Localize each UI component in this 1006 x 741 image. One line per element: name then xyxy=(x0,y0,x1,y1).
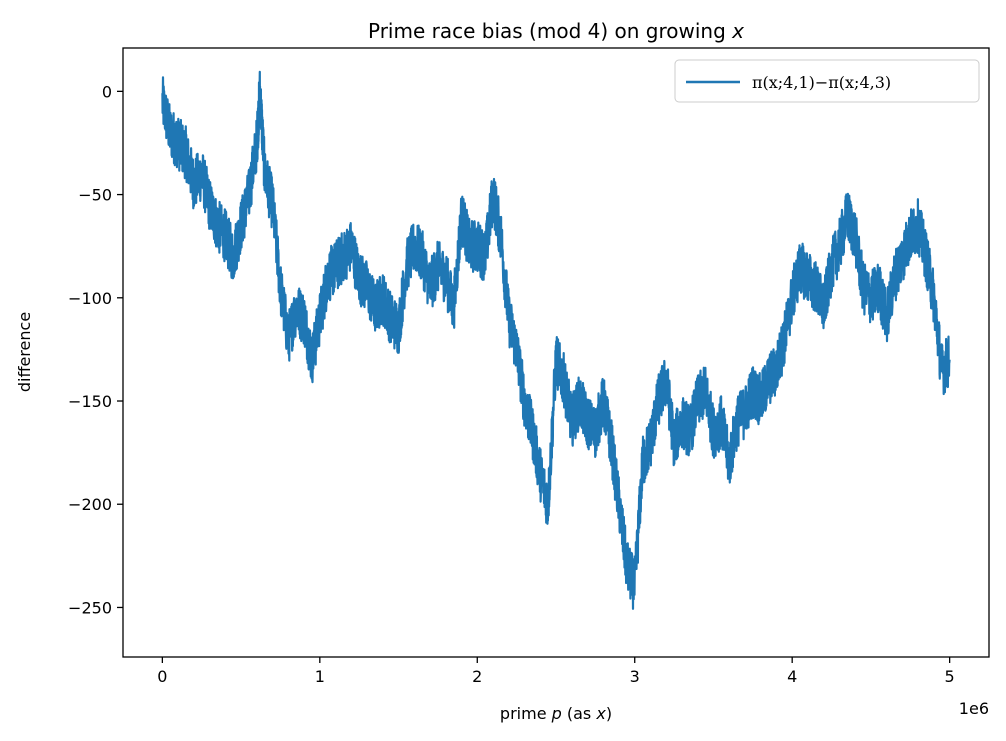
y-tick-label: −50 xyxy=(78,186,112,205)
y-tick-label: −250 xyxy=(68,598,112,617)
x-tick-label: 1 xyxy=(315,667,325,686)
y-axis-title: difference xyxy=(15,312,34,392)
chart-title: Prime race bias (mod 4) on growing x xyxy=(368,19,744,43)
x-axis-title: prime p (as x) xyxy=(500,704,612,723)
y-tick-label: 0 xyxy=(102,82,112,101)
x-tick-label: 0 xyxy=(157,667,167,686)
x-tick-label: 4 xyxy=(787,667,797,686)
legend-box xyxy=(674,59,980,103)
x-offset-label: 1e6 xyxy=(959,699,989,718)
series-line xyxy=(161,70,951,610)
legend: π(x;4,1)−π(x;4,3) xyxy=(674,59,980,103)
legend-label: π(x;4,1)−π(x;4,3) xyxy=(752,73,891,92)
x-tick-label: 5 xyxy=(945,667,955,686)
x-tick-label: 3 xyxy=(630,667,640,686)
y-tick-label: −150 xyxy=(68,392,112,411)
y-tick-label: −200 xyxy=(68,495,112,514)
x-tick-label: 2 xyxy=(472,667,482,686)
y-tick-label: −100 xyxy=(68,289,112,308)
plot-frame xyxy=(122,47,990,658)
